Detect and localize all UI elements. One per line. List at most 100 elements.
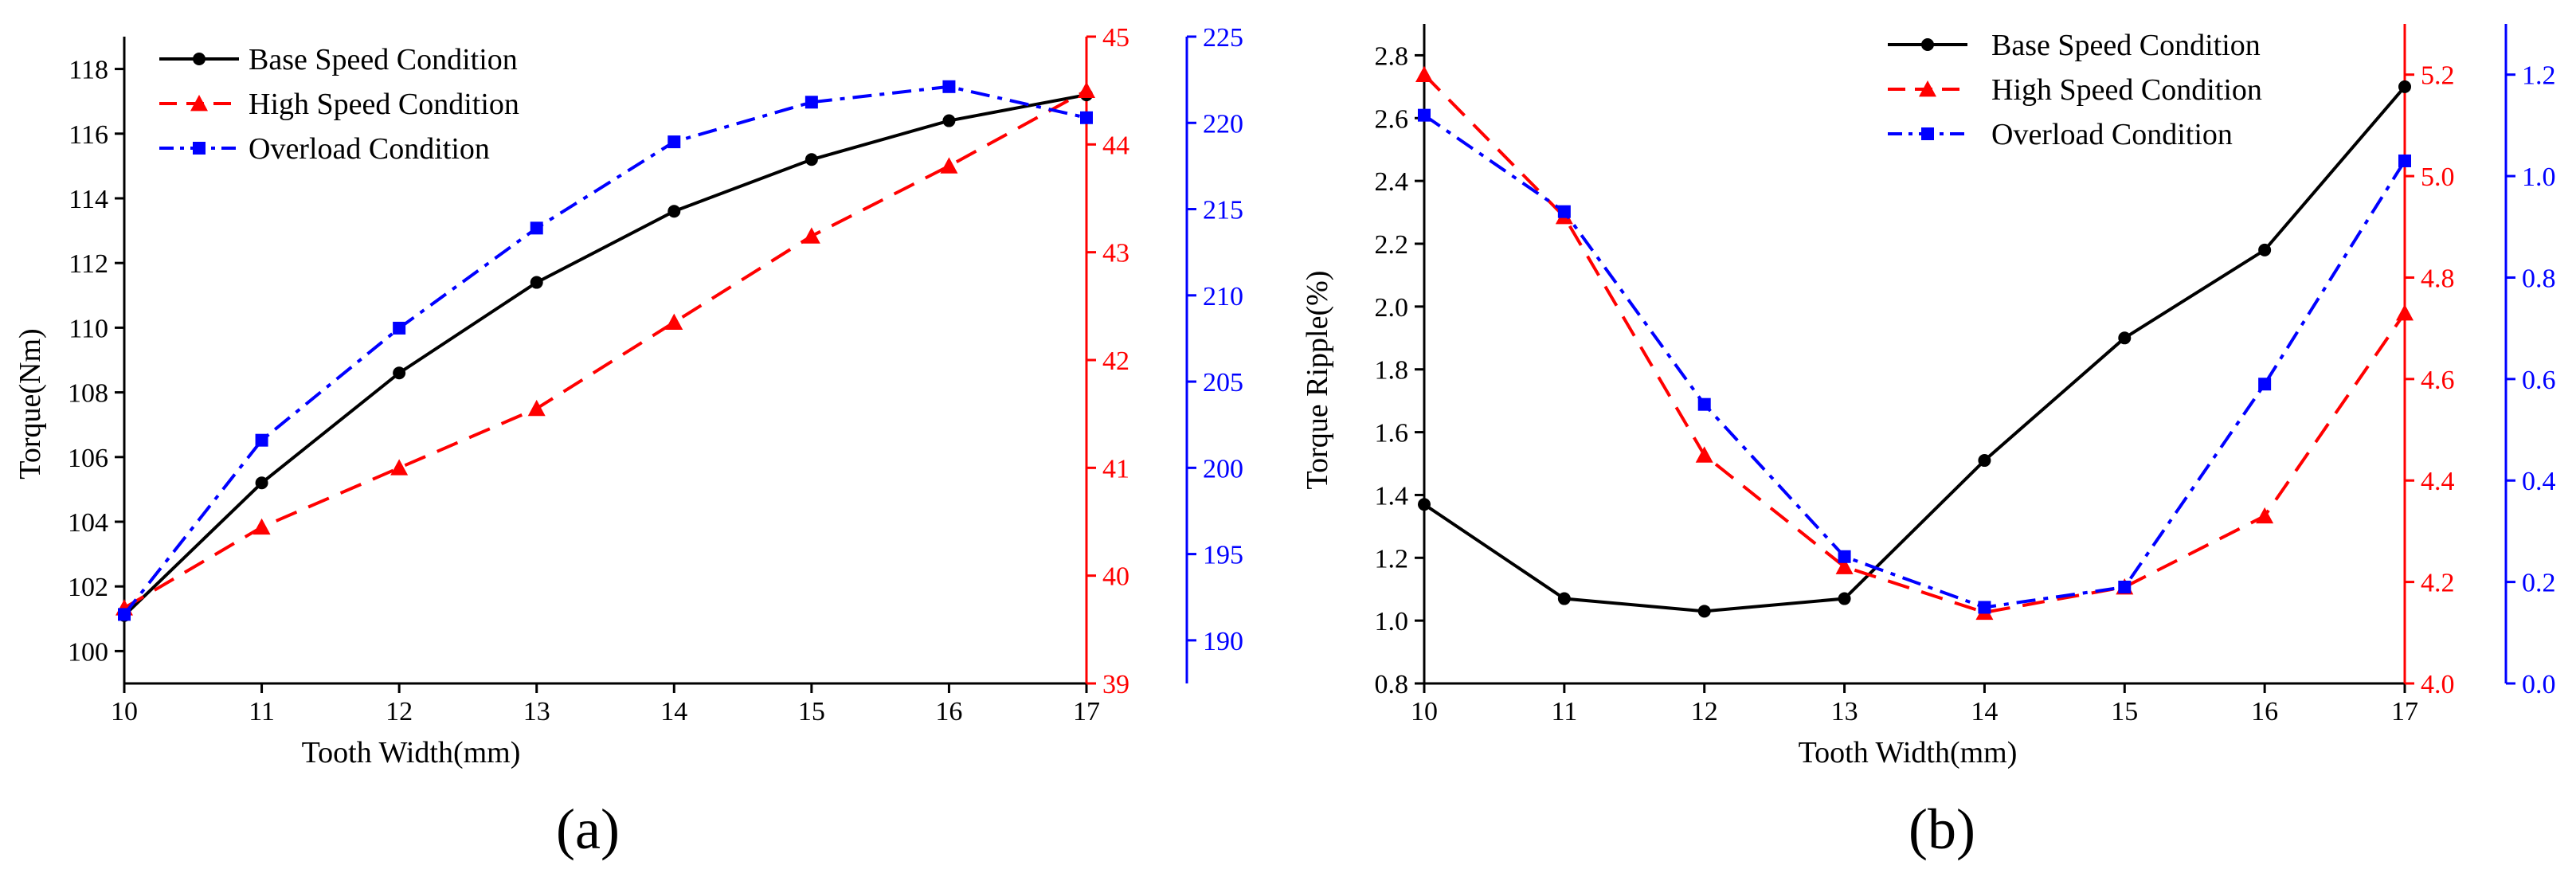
left-y-tick-label: 1.8 bbox=[1375, 356, 1409, 386]
left-y-tick-label: 0.8 bbox=[1375, 670, 1409, 699]
data-point bbox=[940, 157, 958, 174]
data-point bbox=[2258, 243, 2272, 256]
right1-y-tick-label: 4.8 bbox=[2421, 264, 2455, 293]
x-tick-label: 16 bbox=[935, 697, 962, 726]
right1-y-tick-label: 40 bbox=[1102, 562, 1129, 592]
x-tick-label: 13 bbox=[1831, 697, 1858, 726]
x-tick-label: 15 bbox=[798, 697, 825, 726]
data-point bbox=[802, 227, 820, 244]
right2-y-tick-label: 0.8 bbox=[2522, 264, 2556, 293]
legend-marker bbox=[1919, 80, 1936, 97]
y-axis-title: Torque Ripple(%) bbox=[1301, 271, 1334, 490]
x-tick-label: 10 bbox=[111, 697, 138, 726]
left-y-tick-label: 1.4 bbox=[1375, 481, 1409, 511]
right2-y-tick-label: 215 bbox=[1203, 196, 1243, 225]
left-y-tick-label: 1.0 bbox=[1375, 607, 1409, 636]
x-tick-label: 11 bbox=[249, 697, 275, 726]
data-point bbox=[1418, 108, 1431, 122]
data-point bbox=[667, 135, 681, 149]
data-point bbox=[1697, 605, 1711, 618]
legend-label: High Speed Condition bbox=[1991, 73, 2262, 107]
data-point bbox=[530, 221, 543, 235]
right1-y-tick-label: 44 bbox=[1102, 131, 1129, 160]
left-y-tick-label: 2.2 bbox=[1375, 230, 1409, 260]
left-y-tick-label: 114 bbox=[69, 185, 108, 214]
right2-y-tick-label: 190 bbox=[1203, 627, 1243, 656]
right1-y-tick-label: 4.6 bbox=[2421, 366, 2455, 395]
data-point bbox=[1557, 592, 1571, 605]
data-point bbox=[2118, 580, 2132, 593]
data-point bbox=[665, 313, 683, 330]
data-point bbox=[2396, 304, 2414, 321]
data-point bbox=[942, 114, 956, 127]
right2-y-tick-label: 0.4 bbox=[2522, 467, 2556, 496]
data-point bbox=[2258, 378, 2272, 391]
data-point bbox=[2398, 80, 2411, 93]
x-tick-label: 12 bbox=[1691, 697, 1718, 726]
series-line bbox=[123, 88, 1087, 609]
right1-y-tick-label: 42 bbox=[1102, 346, 1129, 376]
chart-panel-a: Tooth Width(mm) Torque(Nm) (a) 10 11 12 13 1… bbox=[14, 23, 1243, 861]
data-point bbox=[942, 80, 956, 93]
data-point bbox=[255, 476, 268, 490]
x-tick-label: 17 bbox=[1073, 697, 1100, 726]
series-high-speed-condition bbox=[115, 81, 1095, 616]
left-y-tick-label: 104 bbox=[68, 508, 108, 538]
series-line bbox=[123, 93, 1087, 617]
x-tick-label: 11 bbox=[1551, 697, 1577, 726]
panel-label: (a) bbox=[556, 797, 620, 861]
left-y-tick-label: 110 bbox=[69, 314, 108, 343]
x-tick-label: 15 bbox=[2111, 697, 2138, 726]
series-line bbox=[123, 84, 1087, 616]
data-point bbox=[1835, 558, 1854, 574]
series-overload-condition bbox=[118, 80, 1093, 621]
chart-panel-b: Tooth Width(mm) Torque Ripple(%) (b) 10 1… bbox=[1301, 24, 2556, 861]
data-point bbox=[253, 518, 271, 535]
right2-y-tick-label: 1.2 bbox=[2522, 61, 2556, 91]
data-point bbox=[393, 366, 406, 380]
legend-marker bbox=[193, 142, 206, 155]
data-point bbox=[1080, 111, 1093, 124]
left-y-tick-label: 2.8 bbox=[1375, 41, 1409, 71]
data-point bbox=[1978, 601, 1991, 614]
right2-y-tick-label: 205 bbox=[1203, 368, 1243, 397]
left-y-tick-label: 106 bbox=[68, 444, 108, 473]
left-y-tick-label: 1.2 bbox=[1375, 544, 1409, 574]
data-point bbox=[2398, 154, 2411, 167]
left-y-tick-label: 2.0 bbox=[1375, 293, 1409, 323]
series-overload-condition bbox=[1418, 108, 2411, 614]
legend-marker bbox=[193, 53, 206, 65]
right2-y-tick-label: 1.0 bbox=[2522, 162, 2556, 192]
legend-marker bbox=[1921, 38, 1934, 51]
series-line bbox=[1423, 113, 2406, 609]
data-point bbox=[1695, 446, 1713, 463]
left-y-tick-label: 2.6 bbox=[1375, 104, 1409, 134]
x-tick-label: 13 bbox=[523, 697, 550, 726]
legend-marker bbox=[1921, 127, 1934, 140]
right1-y-tick-label: 45 bbox=[1102, 23, 1129, 53]
data-point bbox=[1078, 81, 1095, 99]
x-tick-label: 14 bbox=[1971, 697, 1998, 726]
right2-y-tick-label: 220 bbox=[1203, 109, 1243, 139]
left-y-tick-label: 118 bbox=[69, 56, 108, 85]
right1-y-tick-label: 43 bbox=[1102, 239, 1129, 268]
data-point bbox=[393, 321, 406, 335]
series-line bbox=[1423, 73, 2406, 614]
left-y-tick-label: 100 bbox=[68, 637, 108, 667]
data-point bbox=[667, 205, 681, 218]
right2-y-tick-label: 200 bbox=[1203, 454, 1243, 484]
right1-y-tick-label: 41 bbox=[1102, 454, 1129, 484]
x-axis-title: Tooth Width(mm) bbox=[1799, 736, 2018, 769]
left-y-tick-label: 108 bbox=[68, 379, 108, 409]
data-point bbox=[1978, 454, 1991, 468]
right2-y-tick-label: 0.6 bbox=[2522, 366, 2556, 395]
x-tick-label: 16 bbox=[2251, 697, 2278, 726]
legend-label: Base Speed Condition bbox=[249, 43, 518, 76]
left-y-tick-label: 2.4 bbox=[1375, 167, 1409, 197]
data-point bbox=[1415, 65, 1433, 83]
left-y-tick-label: 112 bbox=[69, 249, 108, 279]
data-point bbox=[527, 399, 546, 417]
series-base-speed-condition bbox=[1418, 80, 2411, 618]
